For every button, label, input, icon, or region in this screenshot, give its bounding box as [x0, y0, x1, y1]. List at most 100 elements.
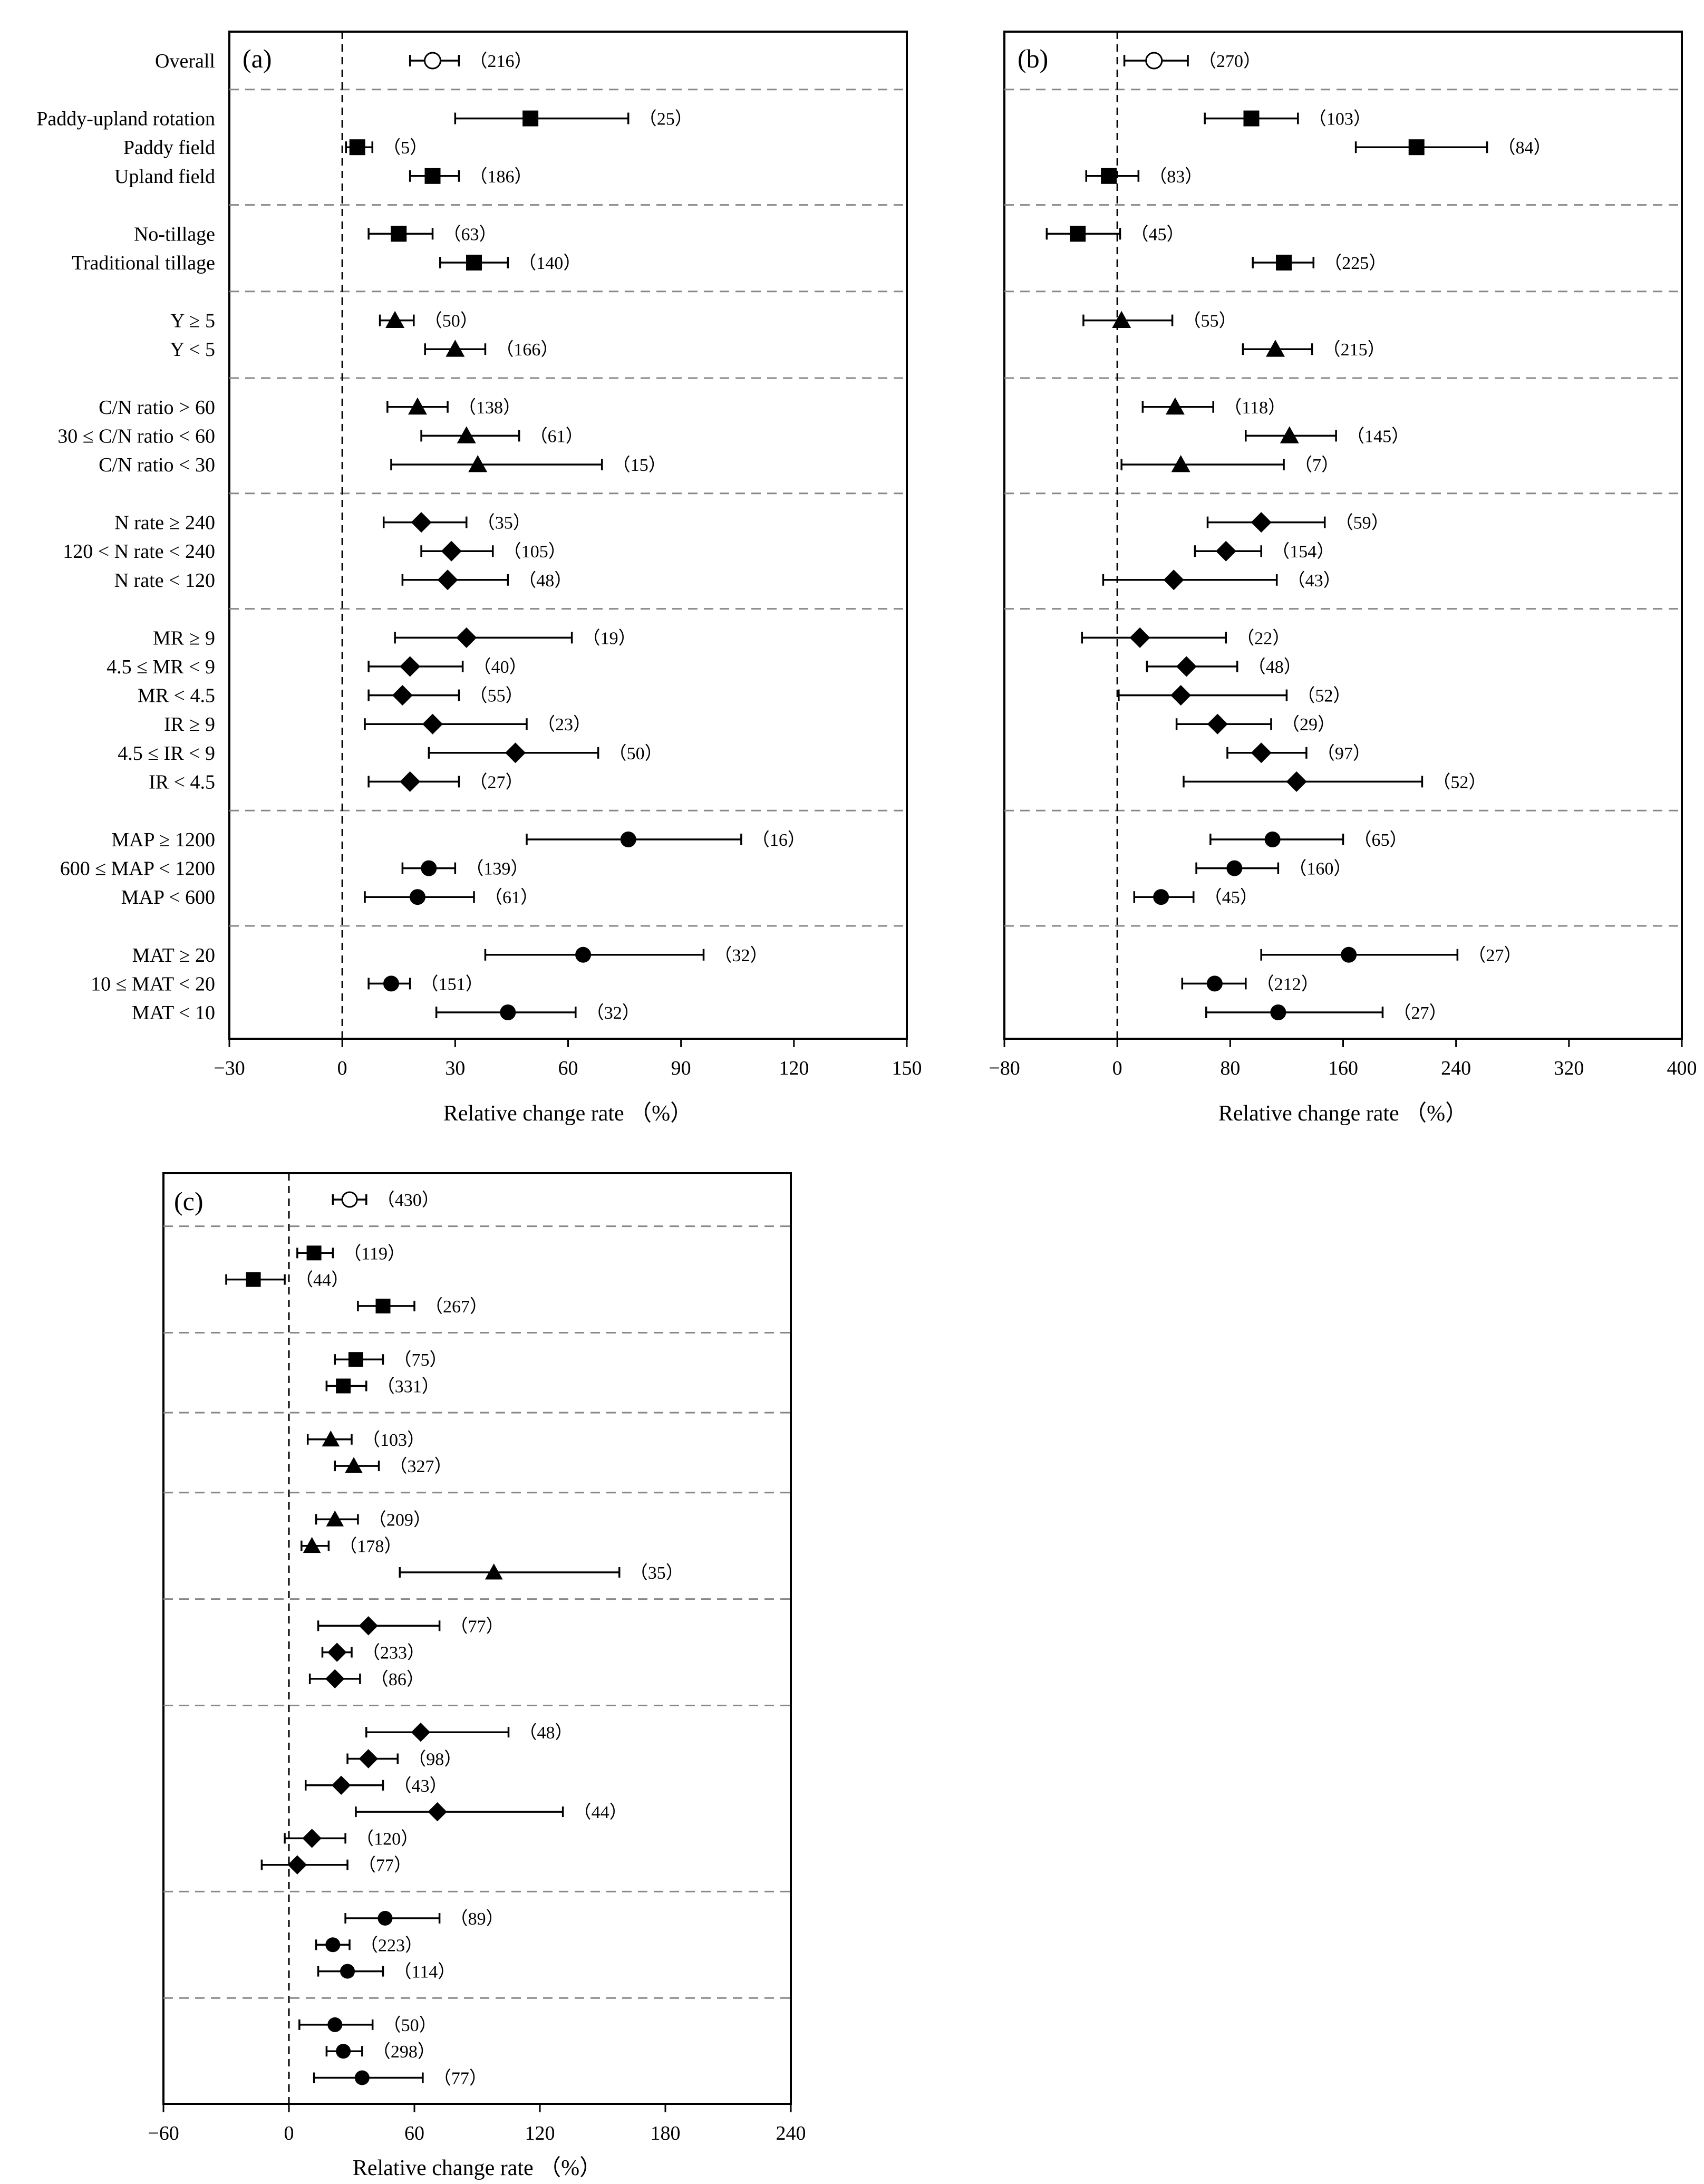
effect-size-marker: [1153, 889, 1169, 905]
effect-size-marker: [457, 426, 476, 443]
sample-size-label: （154）: [1272, 542, 1334, 562]
effect-size-marker: [456, 627, 477, 648]
effect-size-marker: [400, 656, 421, 677]
effect-size-marker: [327, 2017, 343, 2032]
sample-size-label: （216）: [469, 51, 532, 71]
effect-size-marker: [1264, 832, 1281, 847]
row-label: Traditional tillage: [72, 252, 215, 274]
effect-size-marker: [325, 1669, 345, 1689]
sample-size-label: （35）: [477, 513, 531, 533]
sample-size-label: （166）: [496, 340, 558, 360]
sample-size-label: （83）: [1149, 167, 1203, 187]
panel-c-tag: (c): [174, 1186, 204, 1216]
sample-size-label: （298）: [373, 2042, 435, 2062]
effect-size-marker: [1170, 685, 1192, 706]
effect-size-marker: [422, 713, 443, 735]
sample-size-label: （27）: [469, 772, 523, 792]
sample-size-label: （139）: [466, 859, 528, 879]
sample-size-label: （45）: [1204, 887, 1258, 907]
sample-size-label: （98）: [408, 1750, 462, 1770]
row-label: Y ≥ 5: [170, 310, 215, 332]
row-label: IR < 4.5: [149, 771, 215, 793]
x-tick-label: 0: [337, 1057, 347, 1079]
sample-size-label: （55）: [469, 686, 523, 706]
sample-size-label: （50）: [383, 2015, 437, 2035]
sample-size-label: （233）: [362, 1643, 425, 1663]
sample-size-label: （120）: [356, 1829, 419, 1849]
effect-size-marker: [1215, 540, 1236, 562]
x-tick-label: 150: [892, 1057, 922, 1079]
sample-size-label: （22）: [1236, 628, 1290, 648]
effect-size-marker: [1408, 139, 1425, 156]
x-tick-label: 400: [1667, 1057, 1697, 1079]
sample-size-label: （61）: [530, 426, 584, 446]
sample-size-label: （267）: [425, 1297, 488, 1317]
row-label: MR < 4.5: [138, 685, 215, 707]
effect-size-marker: [421, 860, 437, 876]
effect-size-marker: [1206, 975, 1223, 992]
sample-size-label: （103）: [362, 1430, 425, 1450]
effect-size-marker: [359, 1749, 378, 1769]
effect-size-marker: [340, 1964, 355, 1979]
row-label: 10 ≤ MAT < 20: [91, 973, 215, 995]
effect-size-marker: [1176, 656, 1197, 677]
effect-size-marker: [424, 52, 441, 70]
row-label: MAP ≥ 1200: [111, 829, 215, 851]
sample-size-label: （215）: [1323, 340, 1386, 360]
sample-size-label: （55）: [1183, 311, 1237, 331]
sample-size-label: （19）: [583, 628, 636, 648]
x-tick-label: 240: [776, 2122, 806, 2144]
sample-size-label: （97）: [1317, 743, 1371, 764]
row-label: 4.5 ≤ MR < 9: [106, 656, 215, 678]
panel-b-x-axis-title: Relative change rate （%）: [1218, 1101, 1467, 1126]
effect-size-marker: [391, 226, 407, 242]
effect-size-marker: [392, 685, 413, 706]
row-label: 120 < N rate < 240: [63, 540, 215, 563]
effect-size-marker: [359, 1616, 378, 1636]
sample-size-label: （151）: [421, 974, 483, 994]
sample-size-label: （48）: [518, 571, 572, 591]
row-label: 4.5 ≤ IR < 9: [118, 742, 215, 765]
effect-size-marker: [1270, 1004, 1286, 1020]
sample-size-label: （15）: [613, 455, 666, 475]
sample-size-label: （186）: [469, 167, 532, 187]
row-label: Paddy field: [123, 137, 215, 159]
effect-size-marker: [468, 455, 488, 472]
effect-size-marker: [446, 340, 465, 357]
x-tick-label: 0: [284, 2122, 294, 2144]
effect-size-marker: [1112, 311, 1131, 328]
effect-size-marker: [1145, 52, 1163, 70]
sample-size-label: （48）: [1248, 657, 1302, 677]
sample-size-label: （52）: [1297, 686, 1351, 706]
sample-size-label: （50）: [424, 311, 478, 331]
effect-size-marker: [485, 1563, 503, 1580]
effect-size-marker: [411, 512, 432, 533]
effect-size-marker: [302, 1829, 322, 1848]
effect-size-marker: [437, 569, 458, 591]
sample-size-label: （89）: [450, 1909, 504, 1929]
sample-size-label: （52）: [1432, 772, 1486, 792]
effect-size-marker: [1280, 426, 1299, 443]
sample-size-label: （212）: [1256, 974, 1319, 994]
sample-size-label: （23）: [537, 714, 591, 735]
effect-size-marker: [354, 2070, 370, 2085]
x-tick-label: 160: [1328, 1057, 1358, 1079]
panel-a-x-axis-title: Relative change rate （%）: [443, 1101, 692, 1126]
row-label: N rate < 120: [114, 569, 215, 592]
effect-size-marker: [428, 1802, 447, 1822]
effect-size-marker: [575, 946, 592, 963]
panel-a-tag: (a): [243, 44, 272, 73]
effect-size-marker: [336, 2044, 351, 2059]
effect-size-marker: [349, 139, 365, 156]
sample-size-label: （331）: [377, 1377, 440, 1397]
sample-size-label: （118）: [1224, 398, 1286, 418]
effect-size-marker: [385, 311, 405, 328]
x-tick-label: 0: [1112, 1057, 1122, 1079]
row-label: Upland field: [114, 166, 215, 188]
effect-size-marker: [505, 742, 526, 764]
effect-size-marker: [1251, 512, 1272, 533]
effect-size-marker: [345, 1457, 363, 1473]
sample-size-label: （145）: [1347, 426, 1409, 446]
effect-size-marker: [306, 1245, 322, 1261]
